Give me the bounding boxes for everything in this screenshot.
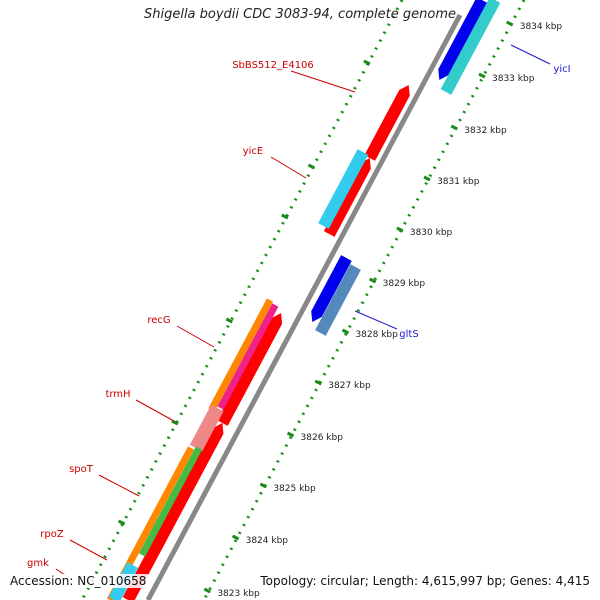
- scale-tick: [363, 59, 371, 66]
- scale-tick: [171, 419, 179, 426]
- scale-tick: [341, 328, 350, 335]
- scale-tick: [231, 534, 240, 541]
- callout-line: [290, 70, 356, 93]
- gene-label-rpoz: rpoZ: [40, 529, 64, 540]
- dotted-line-right: [202, 0, 526, 600]
- gene-red-forward: [323, 158, 371, 237]
- scale-tick: [506, 20, 514, 27]
- gene-features: [106, 0, 501, 600]
- scale-tick: [423, 175, 431, 182]
- scale-tick: [314, 379, 322, 386]
- callout-line: [69, 539, 108, 561]
- scale-tick: [259, 482, 268, 489]
- scale-tick: [450, 124, 458, 131]
- accession-text: Accession: NC_010658: [8, 574, 149, 588]
- gene-gltt: [311, 255, 352, 322]
- scale-label: 3833 kbp: [492, 74, 535, 84]
- genome-backbone: [145, 13, 463, 600]
- gene-recg: [208, 298, 274, 412]
- genome-summary-text: Topology: circular; Length: 4,615,997 bp…: [258, 574, 592, 588]
- scale-label: 3829 kbp: [383, 279, 426, 289]
- callout-line: [135, 399, 175, 422]
- scale-label: 3825 kbp: [273, 484, 316, 494]
- gene-sbbs512-e4106: [364, 85, 410, 161]
- scale-tick: [281, 213, 289, 220]
- gene-spot: [138, 446, 203, 557]
- callout-line: [510, 44, 551, 65]
- dotted-guide-lines: [80, 0, 526, 600]
- scale-tick: [307, 163, 316, 170]
- scale-label: 3832 kbp: [464, 126, 507, 136]
- scale-tick: [478, 72, 486, 79]
- callout-line: [98, 474, 140, 497]
- scale-tick: [117, 519, 126, 526]
- map-title: Shigella boydii CDC 3083-94, complete ge…: [143, 7, 457, 22]
- gene-label-glts: gltS: [399, 329, 418, 340]
- scale-label: 3827 kbp: [328, 381, 371, 391]
- callout-line: [270, 156, 307, 179]
- scale-label: 3828 kbp: [355, 330, 398, 340]
- callout-line: [354, 310, 398, 330]
- scale-ticks: [117, 20, 514, 594]
- gene-magenta: [217, 303, 279, 410]
- gene-red-recg-adjacent: [217, 313, 283, 426]
- gene-label-recg: recG: [147, 315, 170, 326]
- gene-trmh: [189, 404, 224, 452]
- scale-label: 3834 kbp: [520, 22, 563, 32]
- gene-glts: [315, 264, 361, 336]
- scale-tick: [203, 587, 212, 594]
- scale-label: 3823 kbp: [217, 589, 260, 599]
- gene-blue-top: [438, 0, 488, 80]
- gene-yice: [318, 149, 369, 229]
- scale-label: 3830 kbp: [410, 228, 453, 238]
- gene-red-spot-adjacent: [122, 423, 224, 600]
- gene-label-trmh: trmH: [105, 389, 130, 400]
- gene-orange-lower: [106, 446, 195, 600]
- callout-line: [176, 325, 215, 348]
- scale-tick: [396, 226, 404, 233]
- dotted-line-left: [80, 0, 404, 600]
- scale-label: 3831 kbp: [437, 177, 480, 187]
- scale-tick: [286, 431, 295, 438]
- text-labels: 3834 kbp 3833 kbp 3832 kbp 3831 kbp 3830 kbp…: [27, 22, 571, 599]
- gene-label-spot: spoT: [69, 464, 94, 475]
- gene-label-yice: yicE: [243, 146, 264, 157]
- gene-label-yici: yicI: [553, 64, 570, 75]
- gene-yici: [440, 0, 501, 95]
- gene-label-sbbs512-e4106: SbBS512_E4106: [232, 60, 314, 71]
- scale-label: 3824 kbp: [246, 536, 289, 546]
- scale-label: 3826 kbp: [301, 433, 344, 443]
- gene-label-gmk: gmk: [27, 558, 49, 569]
- scale-tick: [225, 317, 234, 324]
- scale-tick: [368, 277, 377, 284]
